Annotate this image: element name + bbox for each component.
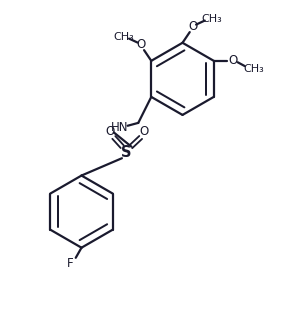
Text: O: O: [137, 38, 146, 51]
Text: O: O: [106, 125, 115, 138]
Text: CH₃: CH₃: [243, 65, 264, 74]
Text: CH₃: CH₃: [201, 14, 222, 24]
Text: F: F: [67, 257, 73, 270]
Text: O: O: [139, 125, 149, 138]
Text: O: O: [188, 20, 197, 33]
Text: HN: HN: [111, 121, 128, 134]
Text: S: S: [121, 145, 131, 160]
Text: CH₃: CH₃: [113, 32, 134, 42]
Text: O: O: [228, 54, 237, 67]
